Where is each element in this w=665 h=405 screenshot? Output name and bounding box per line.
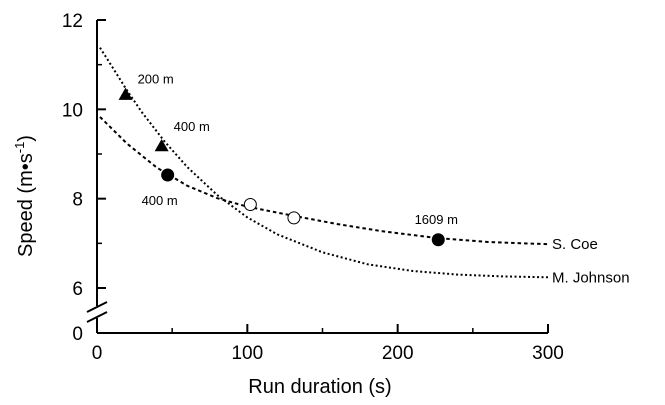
- y-axis-title: Speed (m•s-1): [12, 135, 37, 257]
- series-label: M. Johnson: [552, 269, 630, 286]
- axes: [86, 19, 549, 334]
- tick-labels: 0 100 200 300 0 6 8 10 12: [62, 11, 564, 364]
- series-label: S. Coe: [552, 236, 598, 253]
- point-label: 200 m: [138, 72, 174, 87]
- axis-break-mark-upper: [86, 301, 108, 313]
- y-tick-label: 10: [62, 100, 83, 121]
- y-tick-label: 8: [72, 190, 83, 211]
- y-tick-label: 12: [62, 11, 83, 32]
- y-tick-label: 0: [72, 324, 83, 345]
- circle-marker-filled: [161, 168, 175, 182]
- circle-marker-open: [287, 211, 301, 225]
- annotations: M. Johnson S. Coe 200 m 400 m 400 m 1609 m: [138, 72, 630, 287]
- point-label: 1609 m: [415, 212, 458, 227]
- point-label: 400 m: [142, 193, 178, 208]
- x-tick-label: 100: [231, 343, 263, 364]
- circle-marker-open: [243, 197, 257, 211]
- point-label: 400 m: [174, 119, 210, 134]
- x-axis-title: Run duration (s): [248, 376, 391, 398]
- curve-s-coe: [99, 116, 549, 246]
- x-tick-label: 0: [92, 343, 103, 364]
- curve-m-johnson: [99, 47, 549, 279]
- circle-marker-filled: [431, 233, 445, 247]
- x-tick-label: 300: [532, 343, 564, 364]
- curves: [99, 47, 549, 279]
- y-axis-title-base: Speed (m•s: [15, 153, 37, 257]
- y-tick-label: 6: [72, 279, 83, 300]
- axis-break-mark-lower: [86, 311, 108, 323]
- y-axis-title-sup: -1: [12, 142, 27, 154]
- triangle-marker: [118, 87, 133, 100]
- triangle-marker: [154, 138, 169, 152]
- x-tick-label: 200: [382, 343, 414, 364]
- y-axis-title-close: ): [15, 135, 37, 142]
- markers: [118, 87, 445, 247]
